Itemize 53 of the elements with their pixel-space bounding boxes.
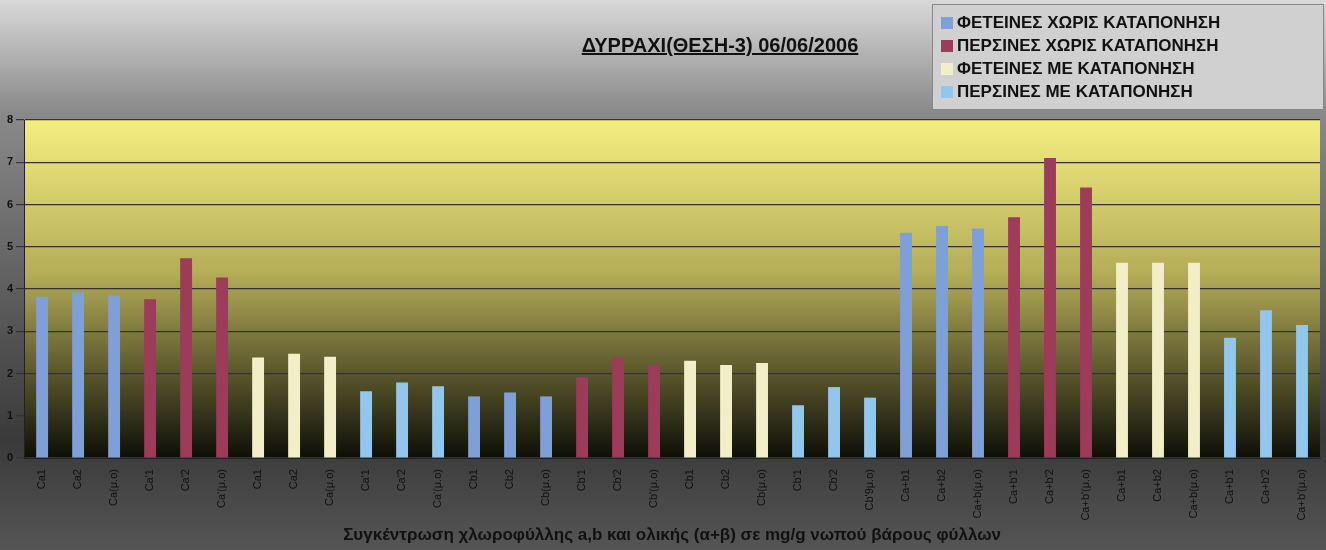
bar	[1080, 187, 1092, 458]
bar	[432, 386, 445, 458]
y-tick-label: 7	[6, 155, 14, 168]
bar	[504, 392, 517, 458]
bar	[72, 292, 85, 458]
bar	[648, 365, 660, 458]
x-tick-label: Ca+b(μ.ο)	[1187, 469, 1200, 519]
bar	[864, 397, 876, 458]
y-tick-label: 5	[6, 239, 14, 252]
y-tick-label: 4	[6, 282, 14, 295]
y-tick-label: 6	[6, 197, 14, 210]
legend-label: ΠΕΡΣΙΝΕΣ ΜΕ ΚΑΤΑΠΟΝΗΣΗ	[957, 81, 1193, 103]
bar	[216, 277, 229, 458]
bar	[1116, 262, 1128, 458]
bar	[684, 360, 696, 458]
bar	[1224, 337, 1236, 458]
x-tick-label: Ca+b(μ.ο)	[971, 469, 984, 519]
bar	[468, 396, 481, 458]
bar	[540, 396, 553, 458]
bar	[900, 232, 912, 458]
bar	[252, 357, 265, 458]
bar	[1188, 262, 1200, 458]
bar	[288, 353, 301, 458]
bar	[36, 296, 49, 458]
bar	[1296, 324, 1308, 458]
bar	[324, 356, 337, 458]
bar	[756, 362, 768, 458]
y-tick-label: 3	[6, 324, 14, 337]
chart-title: ΔΥΡΡΑΧΙ(ΘΕΣΗ-3) 06/06/2006	[581, 34, 859, 56]
bar	[1008, 217, 1020, 458]
bar	[396, 382, 409, 458]
bar	[792, 405, 804, 458]
bar	[612, 357, 624, 458]
bar	[1044, 158, 1056, 458]
bar	[828, 387, 840, 458]
bar	[720, 365, 732, 458]
bar	[936, 226, 948, 458]
x-tick-label: Ca+b'(μ.ο)	[1079, 469, 1092, 521]
x-tick-label: Ca+b'(μ.ο)	[1295, 469, 1308, 521]
bar	[1260, 310, 1272, 458]
y-tick-label: 8	[6, 113, 14, 126]
legend-label: ΦΕΤΕΙΝΕΣ ΜΕ ΚΑΤΑΠΟΝΗΣΗ	[957, 58, 1195, 80]
bar	[576, 377, 589, 458]
bar	[1152, 262, 1164, 458]
y-tick-label: 2	[6, 366, 14, 379]
legend-label: ΦΕΤΕΙΝΕΣ ΧΩΡΙΣ ΚΑΤΑΠΟΝΗΣΗ	[957, 12, 1221, 34]
bar	[360, 391, 373, 458]
bar	[108, 295, 121, 458]
bar	[972, 228, 984, 458]
bar	[180, 258, 193, 458]
x-axis-title: Συγκέντρωση χλωροφύλλης a,b και ολικής (α+β) σε mg/g νωπού βάρους φύλλων	[343, 525, 1001, 545]
bar	[144, 299, 157, 458]
legend-label: ΠΕΡΣΙΝΕΣ ΧΩΡΙΣ ΚΑΤΑΠΟΝΗΣΗ	[957, 35, 1219, 57]
